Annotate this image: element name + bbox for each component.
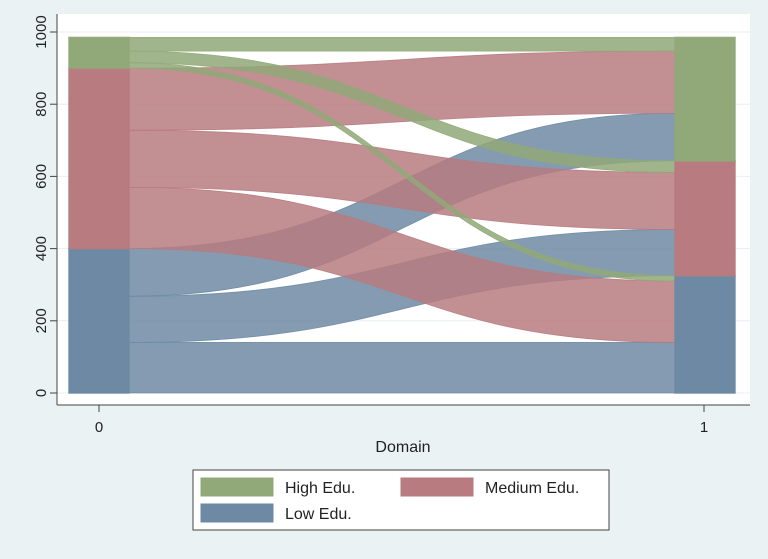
x-tick-label: 0 xyxy=(95,419,103,436)
y-tick-label: 1000 xyxy=(33,15,50,48)
flow-low-edu-to-low-edu- xyxy=(128,342,676,394)
y-tick-label: 200 xyxy=(33,308,50,333)
flow-high-edu-to-high-edu- xyxy=(128,37,676,52)
y-tick-label: 600 xyxy=(33,164,50,189)
x-axis-label: Domain xyxy=(375,439,430,456)
legend-swatch xyxy=(200,477,274,497)
legend-label: Low Edu. xyxy=(285,506,352,523)
node-right-low-edu- xyxy=(674,274,736,394)
legend-label: High Edu. xyxy=(285,480,355,497)
legend: High Edu. Medium Edu. Low Edu. xyxy=(192,469,610,531)
legend-swatch xyxy=(200,503,274,523)
node-left-medium-edu- xyxy=(68,67,130,250)
legend-swatch xyxy=(400,477,474,497)
node-left-low-edu- xyxy=(68,247,130,394)
node-right-high-edu- xyxy=(674,36,736,162)
legend-label: Medium Edu. xyxy=(485,480,579,497)
x-tick-label: 1 xyxy=(700,419,708,436)
y-tick-label: 0 xyxy=(33,389,50,397)
node-left-high-edu- xyxy=(68,36,130,69)
node-right-medium-edu- xyxy=(674,160,736,277)
y-tick-label: 800 xyxy=(33,92,50,117)
nodes xyxy=(68,36,736,394)
y-tick-label: 400 xyxy=(33,236,50,261)
flows xyxy=(128,37,676,394)
y-ticks: 0 200 400 600 800 1000 xyxy=(33,15,57,397)
